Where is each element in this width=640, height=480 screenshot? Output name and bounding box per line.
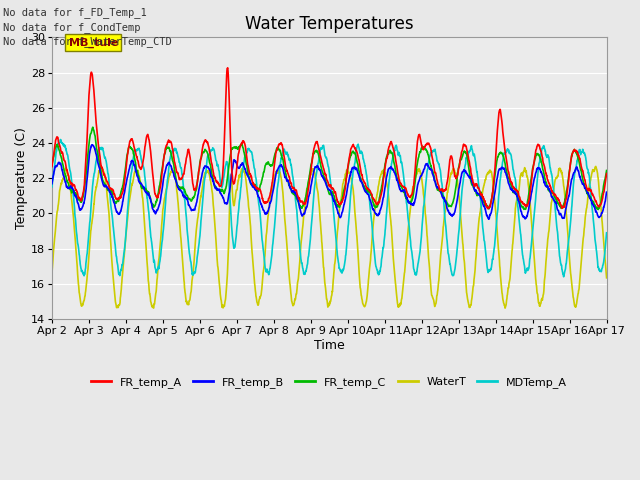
FR_temp_A [203, 139, 211, 145]
MDTemp_A [554, 231, 561, 237]
FR_temp_C [89, 124, 97, 130]
Text: MB_tule: MB_tule [68, 38, 118, 48]
FR_temp_B [48, 181, 56, 187]
FR_temp_A [346, 154, 353, 160]
MDTemp_A [56, 137, 64, 143]
FR_temp_B [491, 190, 499, 195]
WaterT [48, 270, 56, 276]
FR_temp_B [88, 142, 96, 147]
FR_temp_B [485, 216, 493, 222]
WaterT [554, 173, 561, 179]
Line: WaterT: WaterT [52, 167, 607, 308]
MDTemp_A [346, 209, 353, 215]
Legend: FR_temp_A, FR_temp_B, FR_temp_C, WaterT, MDTemp_A: FR_temp_A, FR_temp_B, FR_temp_C, WaterT,… [87, 372, 572, 392]
Text: No data for f_FD_Temp_1: No data for f_FD_Temp_1 [3, 7, 147, 18]
Y-axis label: Temperature (C): Temperature (C) [15, 127, 28, 229]
FR_temp_B [203, 164, 211, 170]
FR_temp_A [491, 167, 499, 173]
WaterT [346, 170, 353, 176]
WaterT [203, 169, 211, 175]
FR_temp_C [603, 168, 611, 173]
WaterT [570, 294, 577, 300]
Text: No data for f_CondTemp: No data for f_CondTemp [3, 22, 141, 33]
MDTemp_A [603, 230, 611, 236]
MDTemp_A [203, 159, 211, 165]
FR_temp_B [554, 207, 562, 213]
MDTemp_A [570, 181, 577, 187]
MDTemp_A [358, 150, 365, 156]
FR_temp_B [358, 179, 365, 184]
FR_temp_A [358, 171, 365, 177]
FR_temp_C [203, 149, 211, 155]
FR_temp_A [554, 195, 562, 201]
MDTemp_A [491, 243, 499, 249]
FR_temp_A [484, 206, 492, 212]
FR_temp_C [570, 149, 577, 155]
WaterT [357, 293, 365, 299]
Title: Water Temperatures: Water Temperatures [245, 15, 413, 33]
WaterT [592, 164, 600, 169]
FR_temp_B [346, 175, 353, 181]
X-axis label: Time: Time [314, 339, 345, 352]
FR_temp_C [358, 178, 365, 184]
FR_temp_A [603, 171, 611, 177]
FR_temp_A [224, 65, 232, 71]
Line: FR_temp_B: FR_temp_B [52, 144, 607, 219]
FR_temp_B [570, 171, 577, 177]
WaterT [490, 194, 498, 200]
WaterT [603, 275, 611, 281]
Text: No data for f_WaterTemp_CTD: No data for f_WaterTemp_CTD [3, 36, 172, 47]
FR_temp_C [491, 176, 499, 181]
FR_temp_C [554, 200, 561, 205]
FR_temp_A [570, 148, 577, 154]
FR_temp_A [48, 164, 56, 169]
FR_temp_B [603, 189, 611, 195]
Line: FR_temp_A: FR_temp_A [52, 68, 607, 209]
FR_temp_C [595, 206, 602, 212]
FR_temp_C [346, 157, 353, 163]
Line: MDTemp_A: MDTemp_A [52, 140, 607, 277]
WaterT [501, 305, 509, 311]
MDTemp_A [48, 184, 56, 190]
Line: FR_temp_C: FR_temp_C [52, 127, 607, 209]
MDTemp_A [560, 274, 568, 280]
FR_temp_C [48, 162, 56, 168]
